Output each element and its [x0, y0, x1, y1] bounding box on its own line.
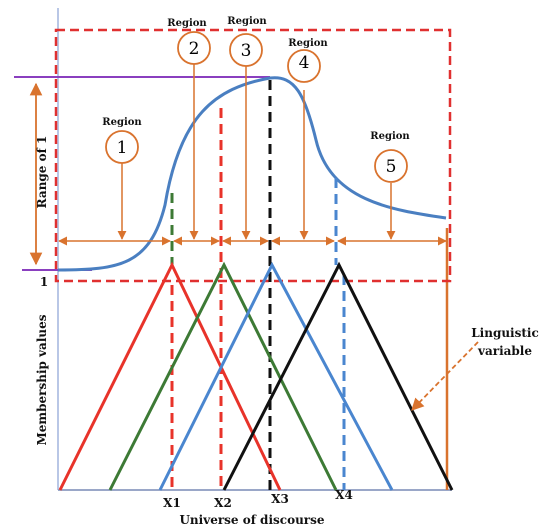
tick-x2: X2 — [214, 496, 232, 510]
y-axis-label: Membership values — [35, 314, 49, 445]
region-word-4: Region — [288, 38, 328, 49]
triangle-1 — [58, 261, 282, 491]
range-label: Range of 1 — [35, 136, 49, 209]
triangle-3 — [158, 261, 394, 491]
region-number-5: 5 — [386, 157, 397, 177]
region-number-1: 1 — [117, 138, 128, 158]
x-markers — [170, 80, 346, 490]
axes — [57, 8, 452, 491]
region-box — [54, 28, 452, 283]
membership-curve — [57, 76, 447, 272]
region-number-2: 2 — [189, 39, 200, 59]
triangle-2 — [108, 261, 338, 491]
tick-x4: X4 — [335, 488, 353, 502]
region-circle-2 — [177, 31, 211, 65]
x-axis-label: Universe of discourse — [179, 513, 324, 527]
triangle-4 — [222, 261, 454, 491]
region-circle-3 — [229, 33, 263, 67]
region-circle-4 — [287, 49, 321, 83]
region-word-3: Region — [227, 16, 267, 27]
region-number-3: 3 — [241, 41, 252, 61]
region-word-2: Region — [167, 18, 207, 29]
region-number-4: 4 — [299, 53, 310, 73]
linguistic-arrow — [411, 341, 479, 411]
region-word-5: Region — [370, 131, 410, 142]
region-circle-5 — [374, 149, 408, 183]
linguistic-label-line1: Linguistic — [471, 326, 539, 340]
tick-x1: X1 — [163, 496, 181, 510]
region-circle-1 — [105, 130, 139, 164]
one-label: 1 — [40, 275, 48, 289]
region-pointers — [117, 64, 396, 240]
tick-x3: X3 — [271, 492, 289, 506]
region-circles — [105, 31, 408, 183]
linguistic-label-line2: variable — [477, 344, 532, 358]
membership-triangles — [58, 261, 454, 491]
region-word-1: Region — [102, 117, 142, 128]
